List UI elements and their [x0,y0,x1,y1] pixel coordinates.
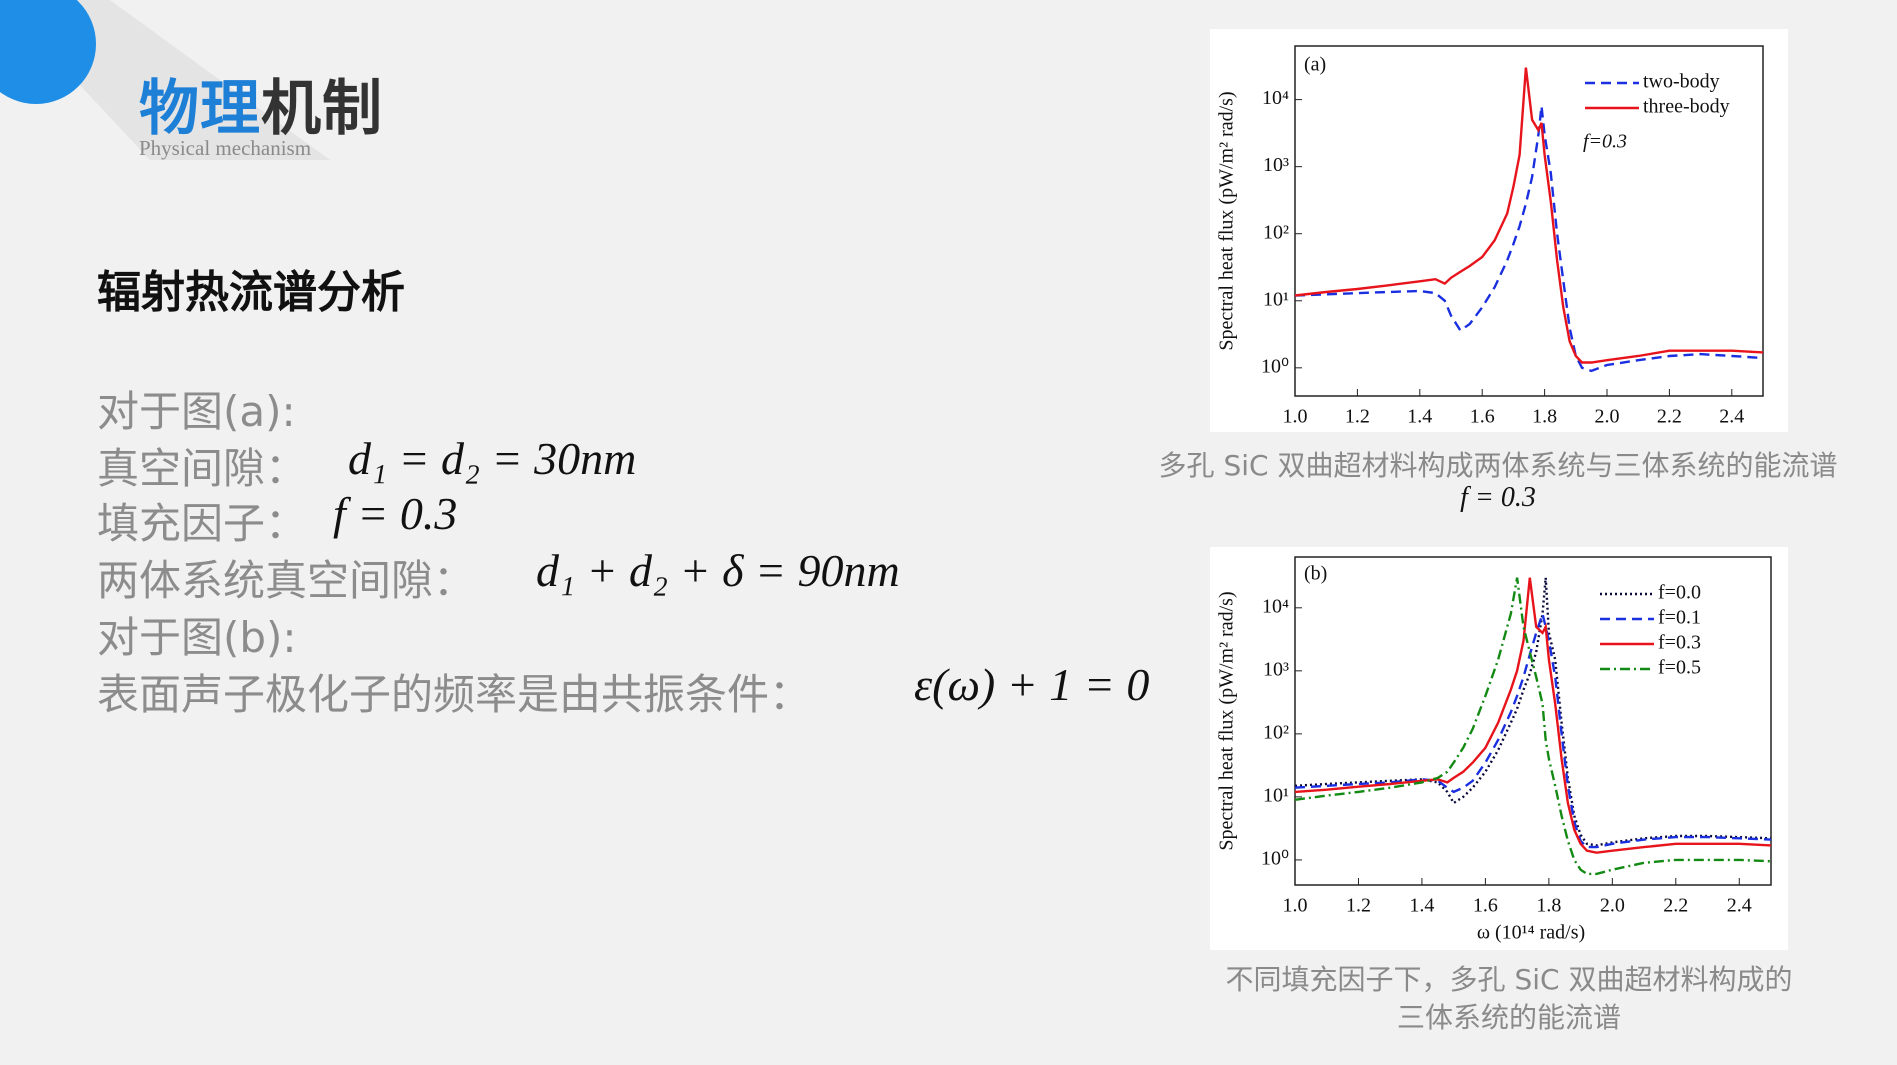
x-tick-label: 1.8 [1536,895,1561,917]
caption: 不同填充因子下，多孔 SiC 双曲超材料构成的 [1225,963,1793,996]
y-tick-label: 10⁴ [1262,87,1289,109]
subtitle: Physical mechanism [139,136,312,160]
x-tick-label: 1.4 [1409,895,1434,917]
legend-label: three-body [1643,96,1730,118]
x-tick-label: 2.0 [1600,895,1625,917]
y-tick-label: 10⁰ [1261,355,1289,377]
y-tick-label: 10² [1263,721,1289,743]
x-tick-label: 1.8 [1532,406,1557,428]
body-text: 两体系统真空间隙： [97,556,476,605]
section-title: 辐射热流谱分析 [97,267,405,318]
legend-label: f=0.5 [1658,657,1701,679]
x-tick-label: 2.2 [1657,406,1682,428]
y-tick-label: 10¹ [1263,288,1289,310]
y-axis-title: Spectral heat flux (pW/m² rad/s) [1216,91,1238,350]
caption: f = 0.3 [1460,482,1536,513]
body-text: 对于图(b): [97,613,297,662]
body-text: 表面声子极化子的频率是由共振条件： [97,670,812,719]
body-line: 对于图(b): [97,604,297,665]
legend-label: f=0.3 [1658,632,1701,654]
annotation: f=0.3 [1583,131,1627,153]
series-line [1294,577,1772,876]
caption: 三体系统的能流谱 [1396,1001,1622,1034]
title-blue: 物理 [139,74,261,144]
x-tick-label: 2.4 [1727,895,1752,917]
series-line [1294,577,1772,847]
panel-label: (b) [1304,563,1327,585]
x-tick-label: 1.0 [1283,406,1308,428]
body-text: 真空间隙： [97,444,308,493]
formula: f = 0.3 [333,488,458,539]
formula: ε(ω) + 1 = 0 [914,659,1150,710]
formula: d₁ = d₂ = 30nm [348,433,637,484]
body-line: 真空间隙： [97,435,307,496]
body-line: 两体系统真空间隙： [97,547,475,608]
series-line [1294,609,1772,849]
x-tick-label: 1.4 [1407,406,1432,428]
body-line: 填充因子： [97,490,307,551]
y-tick-label: 10³ [1263,154,1289,176]
y-tick-label: 10⁰ [1261,848,1289,870]
plot-frame [1294,45,1764,397]
x-tick-label: 1.0 [1283,895,1308,917]
x-tick-label: 1.2 [1345,406,1370,428]
x-tick-label: 1.6 [1473,895,1498,917]
legend-label: two-body [1643,71,1720,93]
plot-frame [1294,556,1772,886]
blue-circle [0,0,96,104]
x-tick-label: 2.4 [1719,406,1744,428]
series-line [1294,67,1764,364]
y-tick-label: 10³ [1263,658,1289,680]
y-tick-label: 10⁴ [1262,595,1289,617]
panel-label: (a) [1304,54,1326,76]
legend-label: f=0.1 [1658,607,1701,629]
series-line [1294,105,1764,373]
y-axis-title: Spectral heat flux (pW/m² rad/s) [1216,591,1238,850]
y-tick-label: 10² [1263,221,1289,243]
body-text: 填充因子： [97,499,308,548]
x-tick-label: 2.0 [1595,406,1620,428]
title-dark: 机制 [261,74,383,144]
formula: d₁ + d₂ + δ = 90nm [536,545,900,596]
body-line: 对于图(a): [97,378,296,439]
legend-label: f=0.0 [1658,582,1701,604]
series-line [1294,577,1772,854]
x-axis-title: ω (10¹⁴ rad/s) [1477,922,1585,944]
body-line: 表面声子极化子的频率是由共振条件： [97,661,811,722]
x-tick-label: 1.6 [1470,406,1495,428]
y-tick-label: 10¹ [1263,784,1289,806]
x-tick-label: 2.2 [1663,895,1688,917]
caption: 多孔 SiC 双曲超材料构成两体系统与三体系统的能流谱 [1158,449,1838,482]
x-tick-label: 1.2 [1346,895,1371,917]
title: 物理机制 [139,60,383,147]
body-text: 对于图(a): [97,387,296,436]
